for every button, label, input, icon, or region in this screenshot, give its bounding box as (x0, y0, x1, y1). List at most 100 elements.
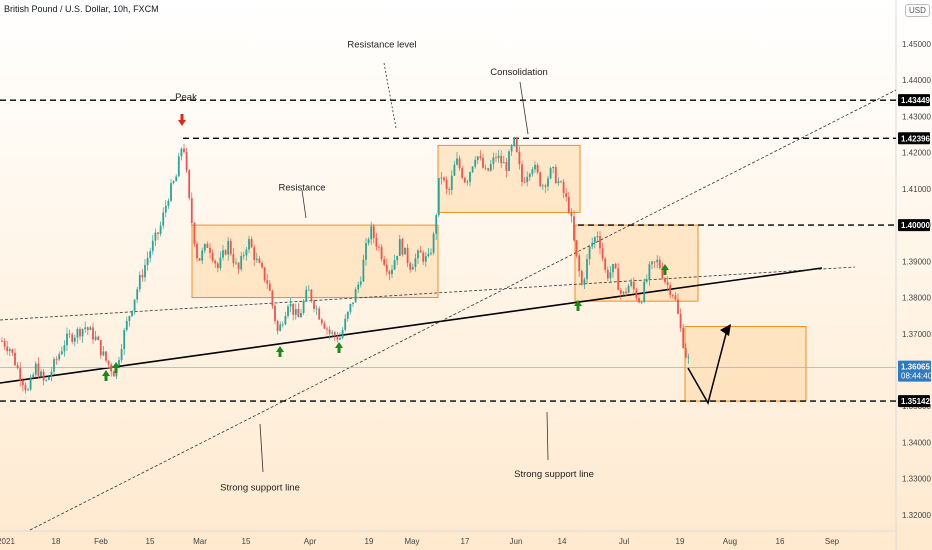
candle-body (463, 177, 466, 183)
candle-body (326, 328, 328, 330)
candle-body (34, 363, 37, 375)
candle-body (71, 334, 74, 342)
x-tick-label: 18 (52, 537, 61, 546)
candle-body (300, 312, 302, 318)
candle-body (209, 247, 211, 254)
candle-body (664, 278, 666, 283)
candle-body (523, 181, 526, 183)
annotation-text-2: Resistance level (347, 40, 416, 51)
candle-body (531, 169, 534, 174)
candle-body (66, 333, 68, 346)
candle-body (313, 300, 315, 309)
level-price-label: 1.40000 (901, 221, 930, 230)
candle-body (515, 137, 518, 152)
candle-body (575, 240, 578, 256)
y-tick-label: 1.34000 (902, 438, 931, 447)
annotation-text-4: Resistance (279, 183, 326, 194)
candle-body (29, 377, 32, 390)
candle-body (513, 137, 516, 146)
candle-body (154, 232, 157, 241)
candle-body (274, 305, 276, 321)
candle-body (336, 335, 339, 340)
candle-body (476, 156, 479, 161)
support-up-arrow-3 (276, 346, 284, 357)
candle-body (619, 289, 622, 294)
candle-body (328, 329, 331, 334)
candle-body (552, 166, 555, 169)
candle-body (682, 327, 685, 348)
candle-body (461, 168, 464, 178)
candle-body (318, 308, 321, 320)
candle-body (635, 289, 638, 299)
candle-body (497, 155, 500, 159)
candle-body (242, 255, 245, 257)
candle-body (365, 243, 367, 260)
candle-body (219, 257, 222, 269)
candle-body (203, 243, 206, 251)
zone-box-1 (191, 224, 439, 299)
chart-title: British Pound / U.S. Dollar, 10h, FXCM (4, 4, 159, 14)
candle-body (92, 327, 94, 340)
candle-body (625, 291, 627, 293)
candle-body (196, 243, 198, 259)
y-tick-label: 1.41000 (902, 185, 931, 194)
candle-body (526, 176, 529, 183)
candle-body (125, 320, 128, 331)
zone-box-4 (684, 326, 807, 402)
candle-body (201, 250, 204, 261)
candle-body (268, 283, 271, 291)
candle-body (271, 290, 274, 306)
candle-body (630, 281, 633, 286)
candle-body (102, 351, 105, 356)
candle-body (612, 263, 614, 273)
candle-body (518, 151, 521, 165)
candle-body (131, 310, 133, 316)
candle-body (27, 389, 29, 391)
annotation-text-5: Strong support line (220, 482, 300, 493)
candle-body (307, 289, 310, 291)
current-price-label: 1.36065 (901, 363, 930, 372)
candle-body (16, 365, 19, 369)
candle-body (557, 181, 560, 184)
candle-body (606, 269, 609, 279)
x-tick-label: Apr (304, 537, 317, 546)
candle-body (42, 371, 45, 381)
candle-body (422, 252, 425, 262)
candle-body (622, 291, 625, 294)
currency-badge[interactable]: USD (905, 4, 930, 17)
candle-body (554, 166, 557, 184)
candle-body (508, 151, 510, 171)
candle-body (424, 256, 427, 262)
candle-body (164, 205, 167, 213)
projection-path (687, 329, 728, 405)
candle-body (229, 240, 232, 255)
candle-body (159, 225, 162, 234)
candle-body (193, 223, 196, 244)
annotation-text-3: Consolidation (490, 67, 548, 78)
candle-body (315, 308, 318, 310)
candle-body (237, 262, 240, 270)
candle-body (261, 262, 263, 268)
candle-body (632, 281, 635, 290)
candle-body (110, 364, 113, 372)
candle-body (645, 279, 648, 282)
candle-body (224, 250, 227, 255)
candle-body (593, 237, 596, 243)
candle-body (320, 319, 323, 324)
candle-body (640, 301, 643, 303)
candle-body (55, 359, 58, 360)
candle-body (500, 155, 503, 164)
support-up-arrow-2 (112, 362, 120, 373)
x-tick-label: 16 (776, 537, 785, 546)
candle-body (677, 299, 679, 314)
candle-body (411, 267, 414, 270)
candle-body (3, 341, 6, 347)
candle-body (37, 363, 40, 377)
candle-body (588, 246, 591, 260)
y-tick-label: 1.43000 (902, 112, 931, 121)
candle-body (346, 311, 349, 319)
candle-body (58, 354, 61, 360)
level-price-label: 1.43449 (901, 96, 930, 105)
x-tick-label: 2021 (0, 537, 15, 546)
